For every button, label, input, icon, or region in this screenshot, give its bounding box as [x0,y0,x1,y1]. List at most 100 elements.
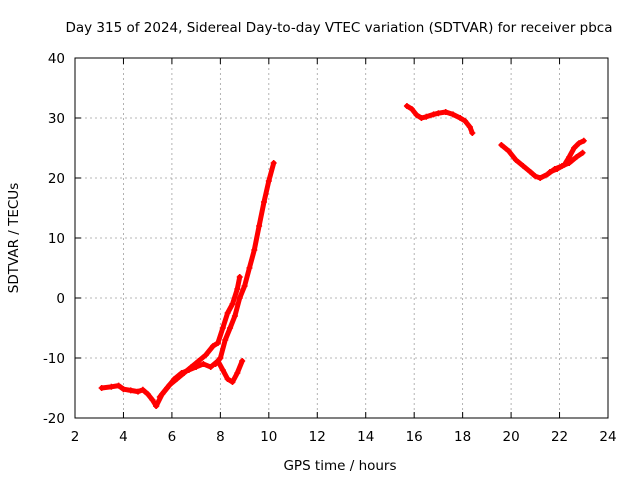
data-point-arc-3 [224,376,231,382]
data-point-arc-2 [195,358,202,364]
data-point-arc-7 [554,166,561,172]
x-tick-label: 22 [551,429,568,445]
data-point-arc-1 [144,391,151,397]
data-point-arc-5 [430,111,437,118]
data-point-arc-1 [139,386,146,393]
data-point-arc-5 [462,118,469,124]
data-point-arc-5 [442,109,449,115]
series-layer [98,103,587,409]
data-point-arc-4 [227,325,234,331]
data-point-arc-7 [571,145,578,151]
data-point-arc-3 [207,364,214,370]
series-arc-1 [99,383,159,409]
data-point-arc-7 [566,154,573,160]
data-point-arc-3 [156,394,163,400]
data-point-arc-4 [246,265,253,271]
data-point-arc-6 [537,175,544,181]
x-axis-label: GPS time / hours [283,458,396,474]
data-point-arc-1 [149,397,156,403]
data-point-arc-4 [260,199,267,205]
data-point-arc-3 [164,385,171,391]
data-point-arc-6 [505,148,512,154]
series-arc-4 [213,160,277,367]
data-point-arc-7 [580,137,587,144]
data-point-arc-7 [561,161,568,168]
data-point-arc-5 [403,103,410,109]
data-point-arc-6 [532,173,539,180]
data-point-arc-7 [575,140,582,147]
data-point-arc-6 [579,149,586,156]
chart-title: Day 315 of 2024, Sidereal Day-to-day VTE… [65,20,612,36]
data-point-arc-5 [449,111,456,118]
y-tick-label: 30 [48,111,65,127]
tick-layer [74,57,609,419]
data-point-arc-4 [265,178,272,184]
data-point-arc-3 [229,379,236,385]
data-point-arc-3 [178,370,185,376]
data-point-arc-1 [98,385,105,391]
data-point-arc-4 [241,283,248,289]
data-point-arc-2 [229,301,236,307]
data-point-arc-5 [435,110,442,117]
data-point-arc-4 [256,223,263,229]
data-point-arc-5 [457,115,464,121]
x-tick-label: 6 [168,429,177,445]
data-point-arc-4 [222,337,229,343]
data-point-arc-5 [469,130,476,136]
x-tick-label: 18 [454,429,471,445]
x-tick-label: 24 [599,429,616,445]
data-point-arc-5 [418,115,425,121]
data-point-arc-3 [239,358,246,364]
data-point-arc-6 [520,163,527,169]
x-tick-label: 20 [502,429,519,445]
x-tick-label: 12 [309,429,326,445]
x-tick-label: 8 [216,429,225,445]
data-point-arc-2 [153,403,160,409]
data-point-arc-6 [512,157,519,163]
data-point-arc-6 [573,154,580,160]
data-point-arc-1 [134,388,141,395]
data-point-arc-3 [185,367,192,373]
data-point-arc-2 [202,352,209,358]
data-point-arc-2 [210,343,217,349]
data-point-arc-3 [219,367,226,373]
x-tick-label: 2 [71,429,80,445]
data-point-arc-6 [527,169,534,175]
data-point-arc-7 [546,169,553,175]
data-point-arc-4 [217,355,224,361]
x-tick-label: 16 [406,429,423,445]
data-point-arc-3 [171,376,178,382]
x-tick-label: 10 [260,429,277,445]
data-point-arc-6 [498,142,505,148]
data-point-arc-5 [413,112,420,118]
data-point-arc-1 [127,387,134,394]
data-point-arc-4 [231,313,238,319]
y-tick-label: 40 [48,51,65,67]
grid-layer [75,58,608,418]
y-tick-label: 20 [48,171,65,187]
data-point-arc-4 [270,160,277,166]
data-point-arc-2 [236,274,243,280]
data-point-arc-5 [408,106,415,112]
data-point-arc-2 [214,340,221,346]
data-point-arc-2 [219,325,226,331]
y-tick-label: 10 [48,231,65,247]
data-point-arc-1 [108,383,115,390]
data-point-arc-3 [234,370,241,376]
data-point-arc-2 [224,310,231,316]
y-tick-label: 0 [56,291,65,307]
y-axis-label: SDTVAR / TECUs [6,183,22,293]
data-point-arc-2 [234,286,241,292]
data-point-arc-4 [251,247,258,253]
data-point-arc-4 [212,361,219,367]
y-tick-label: -20 [43,411,65,427]
data-point-arc-3 [200,361,207,367]
y-tick-label: -10 [43,351,65,367]
data-point-arc-1 [120,386,127,393]
x-tick-label: 14 [357,429,374,445]
x-tick-label: 4 [119,429,128,445]
data-point-arc-5 [466,124,473,130]
data-point-arc-3 [193,364,200,370]
